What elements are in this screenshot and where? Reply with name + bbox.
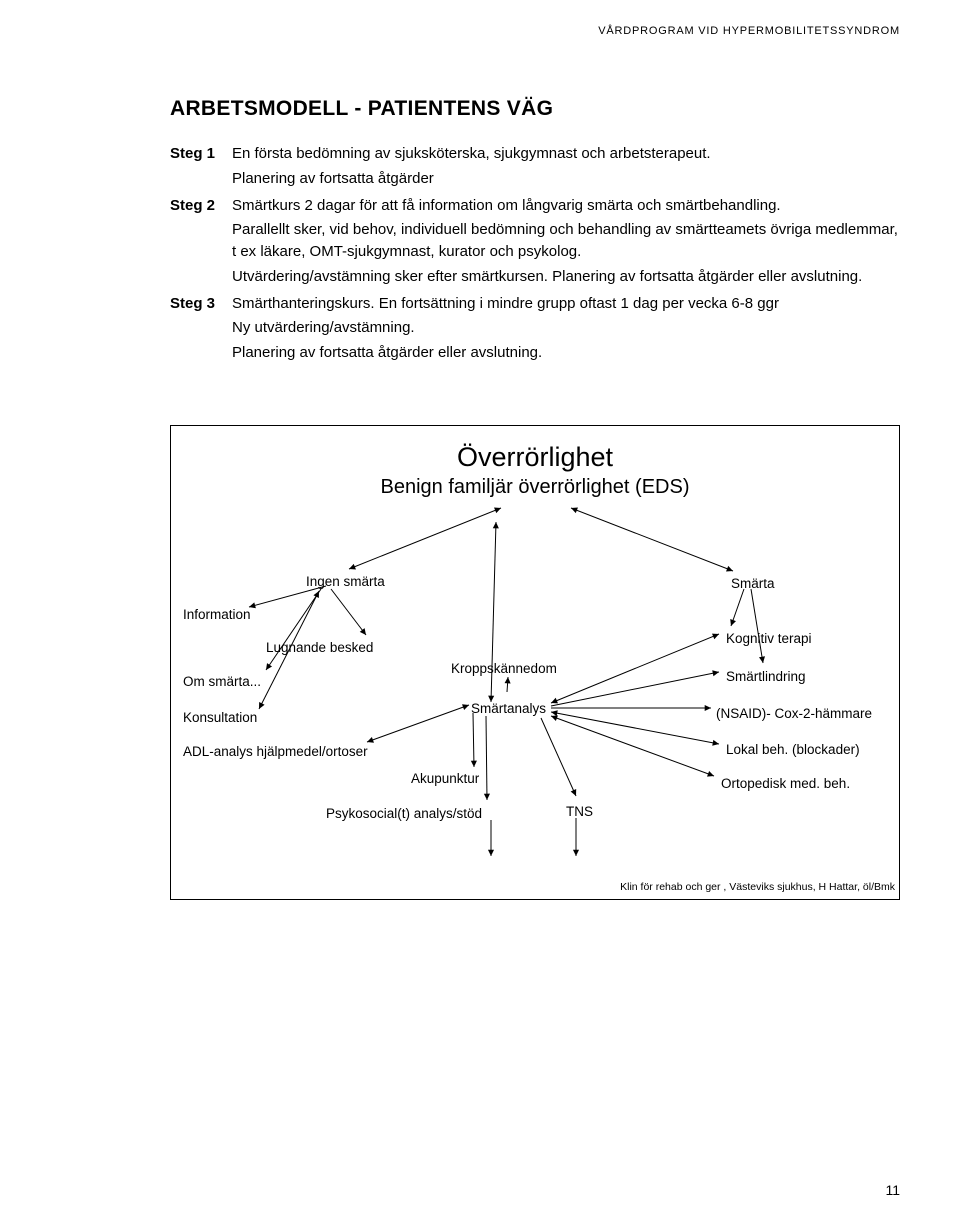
diagram-node: Psykosocial(t) analys/stöd	[326, 806, 482, 821]
step-body: En första bedömning av sjuksköterska, sj…	[232, 143, 900, 193]
step-paragraph: Parallellt sker, vid behov, individuell …	[232, 219, 900, 263]
diagram-node: Lokal beh. (blockader)	[726, 742, 860, 757]
step-label: Steg 1	[170, 143, 232, 193]
step-paragraph: En första bedömning av sjuksköterska, sj…	[232, 143, 900, 165]
diagram-node: Ingen smärta	[306, 574, 385, 589]
diagram-node: Ortopedisk med. beh.	[721, 776, 850, 791]
page-number: 11	[885, 1182, 900, 1198]
diagram-node: Akupunktur	[411, 771, 479, 786]
step-paragraph: Ny utvärdering/avstämning.	[232, 317, 900, 339]
diagram-node: (NSAID)- Cox-2-hämmare	[716, 706, 872, 721]
section-title: ARBETSMODELL - PATIENTENS VÄG	[170, 97, 900, 121]
step-body: Smärtkurs 2 dagar för att få information…	[232, 195, 900, 291]
diagram-node: Konsultation	[183, 710, 257, 725]
diagram-node: Kroppskännedom	[451, 661, 557, 676]
step-label: Steg 2	[170, 195, 232, 291]
step-row: Steg 3Smärthanteringskurs. En fortsättni…	[170, 293, 900, 367]
diagram-node: Smärta	[731, 576, 775, 591]
overrorlighet-diagram: Överrörlighet Benign familjär överrörlig…	[170, 425, 900, 900]
diagram-node: Kognitiv terapi	[726, 631, 812, 646]
diagram-node: Om smärta...	[183, 674, 261, 689]
diagram-node: Lugnande besked	[266, 640, 373, 655]
diagram-node: Smärtanalys	[471, 701, 546, 716]
step-paragraph: Planering av fortsatta åtgärder	[232, 168, 900, 190]
step-paragraph: Utvärdering/avstämning sker efter smärtk…	[232, 266, 900, 288]
step-paragraph: Smärthanteringskurs. En fortsättning i m…	[232, 293, 900, 315]
step-paragraph: Planering av fortsatta åtgärder eller av…	[232, 342, 900, 364]
steps-list: Steg 1En första bedömning av sjuksköters…	[170, 143, 900, 367]
diagram-node: Information	[183, 607, 251, 622]
step-row: Steg 1En första bedömning av sjuksköters…	[170, 143, 900, 193]
running-header: VÅRDPROGRAM VID HYPERMOBILITETSSYNDROM	[170, 25, 900, 37]
step-paragraph: Smärtkurs 2 dagar för att få information…	[232, 195, 900, 217]
step-label: Steg 3	[170, 293, 232, 367]
diagram-node: TNS	[566, 804, 593, 819]
step-row: Steg 2Smärtkurs 2 dagar för att få infor…	[170, 195, 900, 291]
diagram-node: ADL-analys hjälpmedel/ortoser	[183, 744, 368, 759]
diagram-node: Smärtlindring	[726, 669, 806, 684]
step-body: Smärthanteringskurs. En fortsättning i m…	[232, 293, 900, 367]
